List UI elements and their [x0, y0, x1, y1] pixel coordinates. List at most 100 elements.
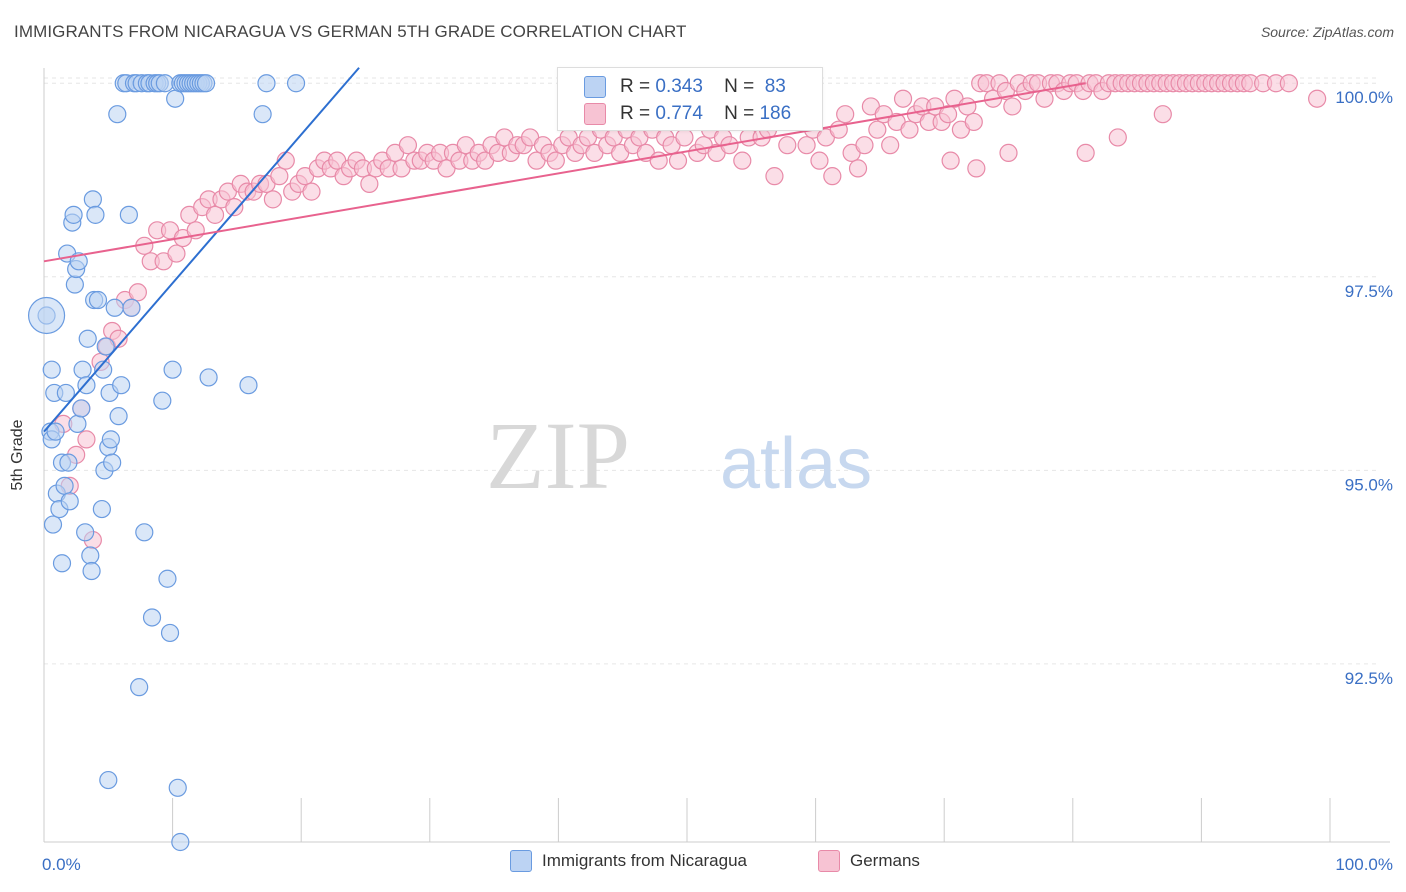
- data-point: [360, 174, 379, 193]
- data-point: [893, 89, 913, 108]
- data-point: [257, 74, 276, 93]
- data-point: [65, 275, 84, 294]
- legend-swatch-blue: [510, 850, 532, 872]
- data-point: [1076, 143, 1095, 163]
- data-point: [135, 523, 154, 542]
- stats-n-label: N =: [724, 76, 755, 97]
- legend-label: Germans: [850, 851, 920, 870]
- data-point: [81, 546, 100, 565]
- stats-n-value: 186: [759, 103, 792, 124]
- data-point: [68, 414, 87, 434]
- data-point: [302, 182, 321, 201]
- data-point: [398, 136, 418, 155]
- data-point: [130, 678, 149, 697]
- data-point: [108, 105, 127, 124]
- data-point: [59, 453, 78, 472]
- data-point: [42, 360, 61, 379]
- trend-lines: [43, 67, 1086, 433]
- data-point: [160, 623, 180, 643]
- data-point: [105, 298, 124, 317]
- data-point: [56, 383, 75, 403]
- y-tick-label: 97.5%: [1345, 282, 1393, 301]
- data-point: [88, 290, 108, 310]
- legend-item-nicaragua[interactable]: Immigrants from Nicaragua: [510, 850, 747, 872]
- data-point: [205, 205, 225, 224]
- data-point: [1308, 89, 1327, 108]
- data-point: [94, 360, 113, 379]
- data-point: [765, 167, 784, 186]
- data-point: [83, 190, 102, 209]
- stats-r-label: R =: [620, 76, 651, 97]
- data-point: [86, 205, 105, 224]
- x-tick-label: 0.0%: [42, 855, 81, 874]
- data-point: [1003, 97, 1022, 116]
- tick-labels: 100.0% 97.5% 95.0% 92.5% 0.0% 100.0%: [42, 88, 1393, 874]
- data-point: [239, 376, 258, 395]
- data-point: [128, 283, 147, 302]
- legend-label: Immigrants from Nicaragua: [542, 851, 748, 870]
- data-point: [101, 430, 120, 449]
- data-point: [848, 159, 868, 178]
- data-point: [675, 128, 694, 147]
- data-point: [253, 105, 272, 124]
- stats-row-nicaragua: R = 0.343 N = 83: [558, 74, 786, 100]
- data-point: [171, 832, 190, 852]
- data-point: [938, 105, 958, 124]
- data-point: [82, 561, 101, 581]
- legend-item-germans[interactable]: Germans: [818, 850, 920, 872]
- stats-box: R = 0.343 N = 83 R = 0.774 N = 186: [557, 67, 823, 131]
- data-point: [119, 205, 138, 224]
- watermark-zip: ZIP: [486, 402, 630, 509]
- trend-line-nicaragua: [43, 67, 360, 433]
- data-point: [112, 376, 131, 395]
- x-tick-label: 100.0%: [1335, 855, 1393, 874]
- grid-lines: [44, 77, 1380, 665]
- data-point: [167, 244, 186, 263]
- data-point: [168, 778, 187, 797]
- data-point: [77, 376, 96, 395]
- data-point: [196, 74, 216, 93]
- legend-swatch-pink: [818, 850, 840, 872]
- data-point: [78, 329, 97, 348]
- data-point: [52, 554, 72, 573]
- chart-title: IMMIGRANTS FROM NICARAGUA VS GERMAN 5TH …: [14, 22, 687, 41]
- data-point: [868, 120, 887, 139]
- data-point: [109, 407, 128, 426]
- y-tick-label: 92.5%: [1345, 669, 1393, 688]
- data-point: [1279, 74, 1298, 93]
- data-point: [166, 89, 185, 108]
- stats-r-value: 0.343: [655, 76, 703, 97]
- stats-row-germans: R = 0.774 N = 186: [558, 101, 791, 127]
- data-point: [1035, 89, 1054, 108]
- data-point: [76, 523, 95, 542]
- data-point: [96, 337, 115, 356]
- data-point: [64, 205, 83, 224]
- data-point: [225, 198, 244, 217]
- data-point: [163, 360, 182, 379]
- stats-swatch-pink: [584, 103, 606, 125]
- data-point: [286, 74, 306, 93]
- data-point: [999, 143, 1018, 163]
- germans-points: [54, 74, 1327, 550]
- watermark-atlas: atlas: [720, 424, 872, 504]
- source-note: Source: ZipAtlas.com: [1260, 24, 1394, 40]
- data-point: [92, 499, 111, 519]
- data-point: [967, 159, 986, 178]
- data-point: [823, 167, 842, 186]
- stats-n-label: N =: [724, 103, 755, 124]
- data-point: [43, 515, 63, 534]
- data-point: [1153, 105, 1172, 124]
- axes: [43, 68, 1390, 843]
- data-point: [778, 136, 797, 155]
- data-point: [99, 770, 118, 790]
- stats-r-label: R =: [620, 103, 651, 124]
- stats-n-value: 83: [764, 76, 786, 97]
- data-point: [103, 453, 122, 472]
- data-point: [836, 105, 855, 124]
- legend: Immigrants from Nicaragua Germans: [0, 850, 1406, 880]
- data-point: [155, 74, 174, 93]
- data-point: [60, 492, 79, 511]
- watermark: ZIP atlas: [486, 402, 872, 509]
- nicaragua-points: [27, 74, 306, 852]
- data-point: [855, 136, 874, 155]
